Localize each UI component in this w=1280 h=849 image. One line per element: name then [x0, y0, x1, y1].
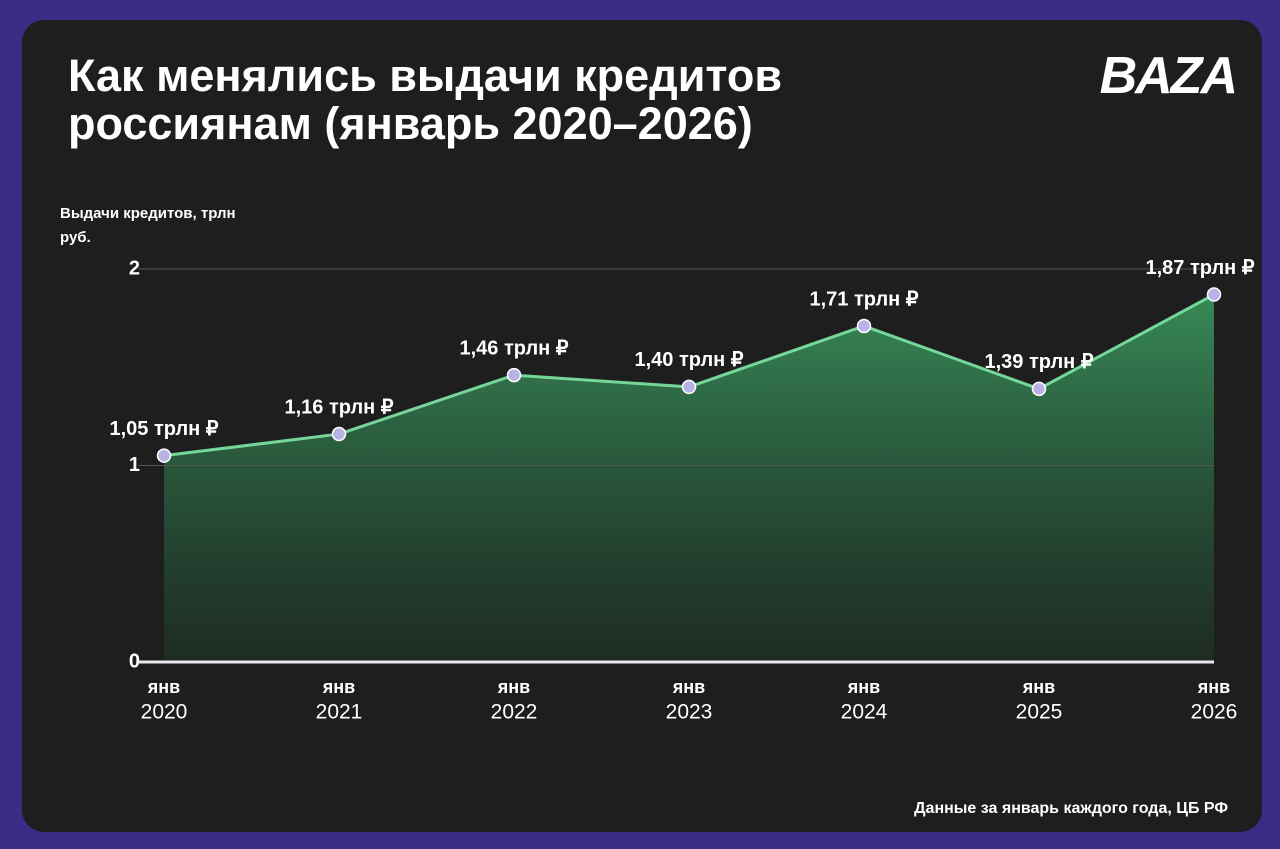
brand-logo: BAZA [1099, 47, 1238, 105]
value-label: 1,39 трлн ₽ [984, 351, 1093, 373]
x-tick-month: янв [147, 677, 180, 697]
card: Как менялись выдачи кредитов россиянам (… [22, 20, 1262, 832]
point [1031, 381, 1047, 397]
chart: 0 1 2 1,05 трлн ₽ янв 2020 1,16 трлн ₽ янв 2021 1… [109, 257, 1254, 724]
y-tick-label: 2 [129, 257, 140, 279]
x-tick-year: 2021 [316, 701, 363, 724]
x-tick-year: 2020 [141, 701, 188, 724]
x-tick-month: янв [1197, 677, 1230, 697]
point [331, 426, 347, 442]
area [164, 294, 1214, 662]
point [1206, 287, 1222, 302]
point [156, 448, 172, 463]
y-axis-label: Выдачи кредитов, трлн руб. [60, 205, 236, 246]
x-tick-year: 2022 [491, 701, 538, 724]
chart-title: Как менялись выдачи кредитов россиянам (… [68, 50, 782, 149]
point [506, 367, 522, 383]
y-tick-label: 1 [129, 454, 140, 476]
value-label: 1,40 трлн ₽ [634, 349, 743, 371]
x-tick-year: 2026 [1191, 701, 1238, 724]
x-tick-month: янв [847, 677, 880, 697]
source-note: Данные за январь каждого года, ЦБ РФ [914, 800, 1228, 817]
y-tick-label: 0 [129, 650, 140, 672]
x-tick-month: янв [497, 677, 530, 697]
value-label: 1,16 трлн ₽ [284, 396, 393, 418]
x-tick-year: 2025 [1016, 701, 1063, 724]
point [681, 379, 697, 395]
x-tick-year: 2023 [666, 701, 713, 724]
value-label: 1,05 трлн ₽ [109, 418, 218, 440]
point [856, 318, 872, 334]
value-label: 1,87 трлн ₽ [1145, 257, 1254, 279]
x-tick-month: янв [672, 677, 705, 697]
x-tick-month: янв [1022, 677, 1055, 697]
value-label: 1,46 трлн ₽ [459, 337, 568, 359]
value-label: 1,71 трлн ₽ [809, 288, 918, 310]
x-tick-year: 2024 [841, 701, 888, 724]
x-tick-month: янв [322, 677, 355, 697]
